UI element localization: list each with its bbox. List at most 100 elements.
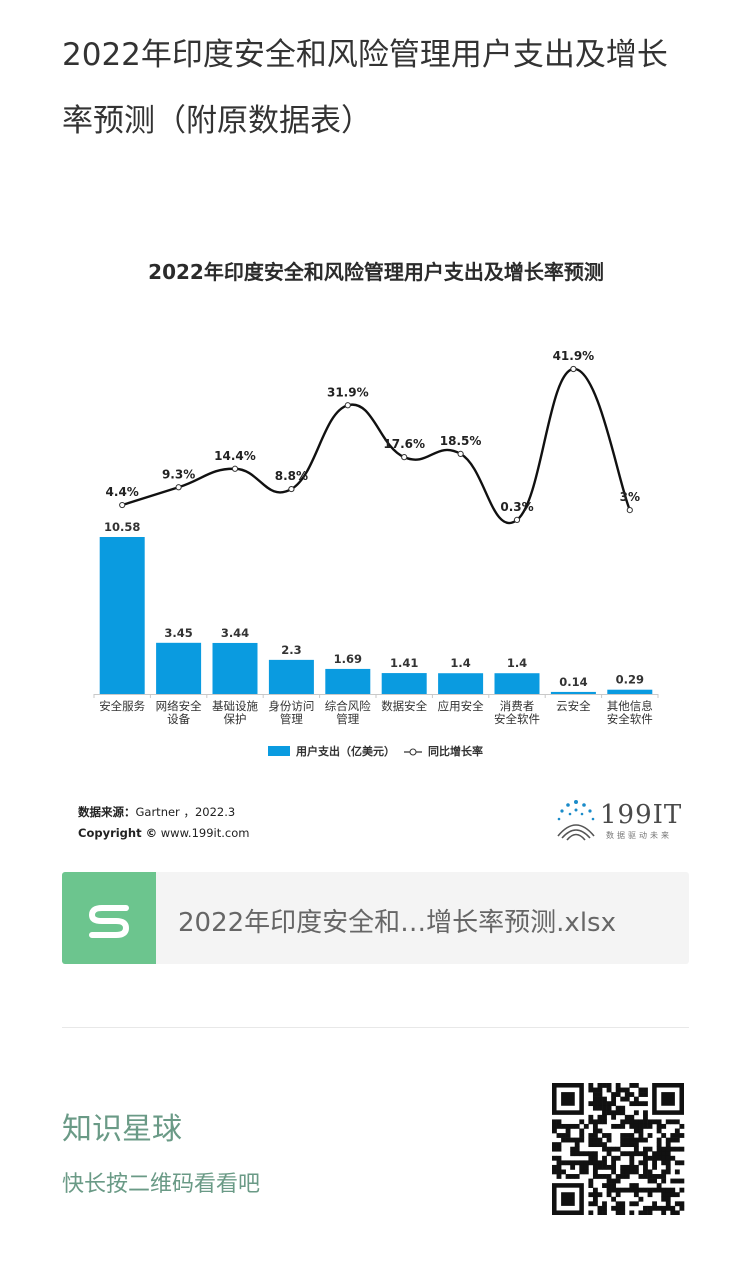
qr-module: [552, 1146, 557, 1152]
qr-module: [602, 1164, 607, 1170]
qr-module: [661, 1169, 667, 1175]
qr-module: [633, 1183, 639, 1188]
qr-module: [579, 1169, 585, 1175]
qr-module: [588, 1183, 594, 1188]
qr-module: [665, 1160, 671, 1166]
qr-module: [620, 1096, 626, 1102]
article-title: 2022年印度安全和风险管理用户支出及增长率预测（附原数据表）: [62, 37, 668, 139]
qr-module: [633, 1137, 639, 1143]
qr-module: [661, 1146, 667, 1152]
qr-module: [611, 1092, 617, 1097]
qr-module: [674, 1146, 680, 1152]
qr-module: [606, 1164, 612, 1170]
bar-0: [99, 537, 145, 694]
qr-module: [679, 1187, 685, 1193]
qr-module: [624, 1137, 630, 1143]
qr-module: [597, 1142, 603, 1148]
qr-module: [633, 1201, 639, 1207]
qr-module: [629, 1133, 635, 1138]
category-label-4-1: 管理: [336, 712, 359, 726]
qr-module: [633, 1142, 639, 1148]
qr-module: [624, 1164, 630, 1170]
qr-module: [611, 1114, 617, 1120]
bar-5: [381, 673, 427, 694]
qr-module: [652, 1178, 657, 1184]
qr-module: [552, 1169, 557, 1175]
qr-module: [597, 1114, 603, 1120]
qr-module: [611, 1178, 617, 1184]
qr-module: [615, 1210, 621, 1215]
qr-module: [638, 1137, 644, 1143]
qr-module: [652, 1155, 657, 1161]
qr-module: [620, 1164, 626, 1170]
qr-module: [679, 1205, 685, 1211]
qr-module: [615, 1110, 621, 1116]
qr-module: [552, 1119, 557, 1125]
qr-module: [670, 1205, 676, 1211]
qr-module: [647, 1174, 653, 1179]
qr-module: [620, 1205, 626, 1211]
qr-module: [674, 1201, 680, 1207]
qr-module: [606, 1146, 612, 1152]
qr-module: [665, 1196, 671, 1202]
qr-module: [620, 1087, 626, 1093]
qr-module: [661, 1205, 667, 1211]
qr-module: [611, 1205, 617, 1211]
qr-module: [597, 1160, 603, 1166]
category-label-7-1: 安全软件: [494, 712, 540, 726]
qr-module: [597, 1210, 603, 1215]
qr-module: [592, 1169, 598, 1175]
brand-name: 199IT: [600, 800, 683, 830]
qr-module: [661, 1133, 667, 1138]
qr-module: [656, 1137, 662, 1143]
qr-module: [643, 1137, 648, 1143]
qr-module: [656, 1174, 662, 1179]
qr-module: [588, 1142, 594, 1148]
qr-module: [588, 1210, 594, 1215]
qr-module: [661, 1160, 667, 1166]
qr-module: [597, 1096, 603, 1102]
qr-module: [624, 1114, 630, 1120]
qr-module: [670, 1155, 676, 1161]
qr-module: [588, 1201, 594, 1207]
qr-module: [661, 1210, 667, 1215]
qr-module: [629, 1151, 635, 1157]
qr-module: [643, 1174, 648, 1179]
qr-module: [633, 1169, 639, 1175]
qr-module: [638, 1092, 644, 1097]
qr-module: [643, 1187, 648, 1193]
qr-module: [592, 1201, 598, 1207]
qr-module: [579, 1133, 585, 1138]
qr-module: [629, 1137, 635, 1143]
qr-module: [574, 1142, 580, 1148]
growth-value-label-3: 8.8%: [275, 469, 308, 483]
qr-module: [638, 1196, 644, 1202]
qr-module: [665, 1142, 671, 1148]
qr-module: [661, 1151, 667, 1157]
attachment-file-card[interactable]: 2022年印度安全和…增长率预测.xlsx: [62, 872, 689, 964]
qr-module: [556, 1123, 562, 1129]
qr-finder-inner: [561, 1192, 575, 1206]
qr-module: [574, 1151, 580, 1157]
qr-module: [592, 1160, 598, 1166]
qr-module: [665, 1169, 671, 1175]
qr-module: [606, 1151, 612, 1157]
bar-8: [550, 691, 596, 694]
growth-point-1: [175, 484, 182, 491]
attachment-file-name[interactable]: 2022年印度安全和…增长率预测.xlsx: [178, 908, 616, 938]
qr-module: [574, 1174, 580, 1179]
qr-module: [643, 1164, 648, 1170]
qr-code-icon[interactable]: [552, 1083, 686, 1215]
qr-module: [647, 1205, 653, 1211]
qr-module: [643, 1101, 648, 1107]
qr-module: [624, 1119, 630, 1125]
qr-module: [592, 1105, 598, 1111]
qr-module: [629, 1201, 635, 1207]
qr-module: [661, 1123, 667, 1129]
chart-title: 2022年印度安全和风险管理用户支出及增长率预测: [148, 260, 604, 284]
qr-module: [652, 1201, 657, 1207]
qr-module: [643, 1160, 648, 1166]
qr-module: [579, 1128, 585, 1134]
qr-module: [679, 1146, 685, 1152]
qr-module: [597, 1205, 603, 1211]
